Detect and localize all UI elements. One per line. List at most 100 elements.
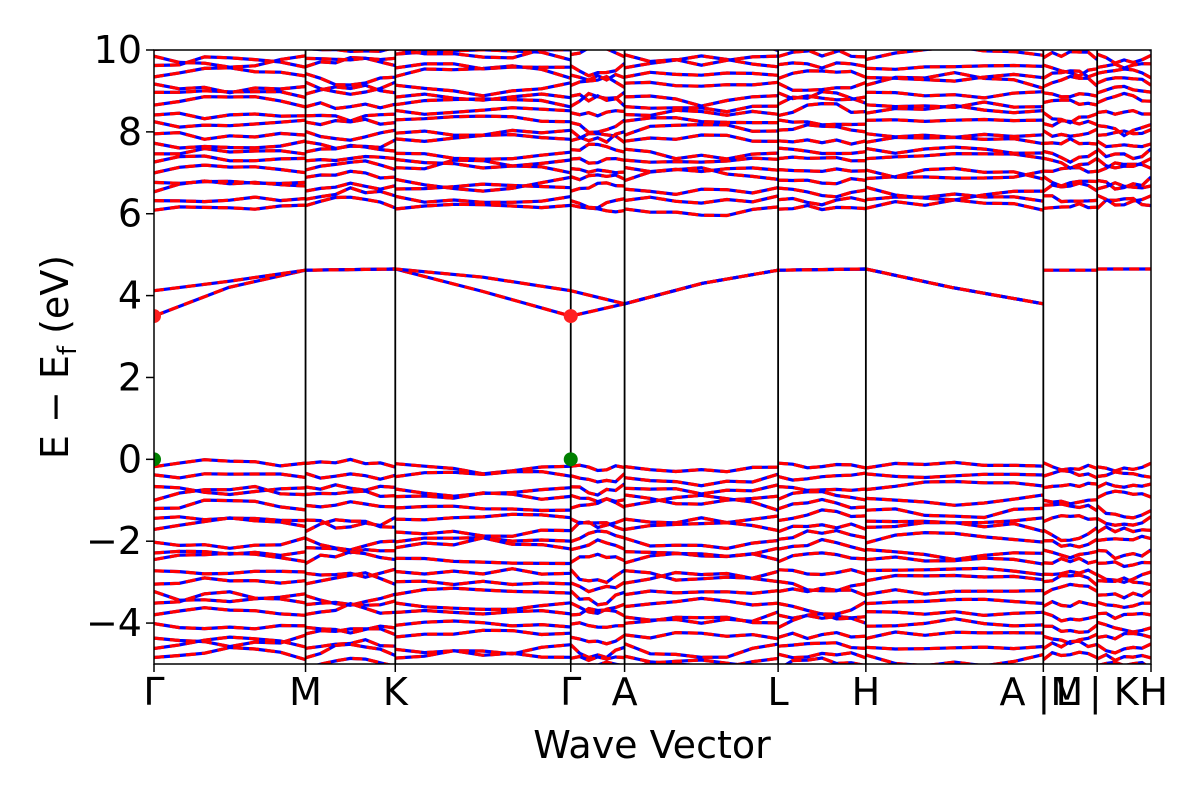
band-line-dashed-93 bbox=[569, 568, 626, 585]
band-line-dashed-4 bbox=[624, 465, 779, 474]
band-line-dashed-129 bbox=[570, 606, 626, 618]
band-line-dashed-314 bbox=[1096, 67, 1151, 80]
band-line-dashed-176 bbox=[784, 656, 866, 664]
band-line-dashed-210 bbox=[570, 173, 626, 182]
band-line-dashed-264 bbox=[570, 118, 626, 135]
band-line-solid-194 bbox=[777, 196, 867, 207]
band-line-dashed-219 bbox=[570, 167, 625, 175]
band-line-dashed-148 bbox=[624, 630, 779, 641]
band-line-dashed-230 bbox=[777, 155, 866, 163]
band-line-dashed-5 bbox=[777, 461, 867, 470]
y-axis-label-subscript: f bbox=[53, 345, 83, 355]
band-line-dashed-254 bbox=[395, 128, 571, 137]
band-line-solid-98 bbox=[1096, 570, 1151, 584]
band-line-dashed-38 bbox=[395, 504, 571, 513]
band-line-solid-113 bbox=[777, 586, 867, 598]
band-line-dashed-48 bbox=[569, 517, 626, 530]
band-line-dashed-186 bbox=[865, 198, 1044, 212]
x-tick-label-6: H bbox=[852, 670, 881, 714]
band-line-dashed-99 bbox=[154, 576, 306, 586]
band-line-dashed-227 bbox=[395, 157, 571, 170]
band-line-solid-163 bbox=[305, 642, 396, 660]
x-tick-label-2: K bbox=[383, 670, 409, 714]
band-line-dashed-310 bbox=[624, 70, 779, 79]
band-line-dashed-274 bbox=[624, 108, 779, 118]
band-line-dashed-67 bbox=[624, 536, 779, 551]
marker-vbm-2 bbox=[154, 452, 161, 467]
band-line-dashed-44 bbox=[1096, 504, 1151, 520]
band-line-dashed-101 bbox=[395, 579, 571, 587]
band-line-dashed-215 bbox=[1096, 175, 1151, 191]
band-line-dashed-128 bbox=[395, 608, 571, 616]
band-line-dashed-79 bbox=[1042, 548, 1098, 560]
y-axis-ticks: −4 −2 0 2 4 6 8 10 bbox=[86, 28, 154, 645]
band-line-dashed-327 bbox=[570, 50, 626, 59]
band-line-dashed-119 bbox=[395, 601, 571, 611]
y-axis-label-unit: (eV) bbox=[33, 255, 77, 346]
y-tick-label-7: 10 bbox=[94, 28, 142, 72]
band-line-dashed-143 bbox=[1096, 620, 1151, 634]
band-line-dashed-156 bbox=[569, 643, 626, 660]
band-line-dashed-159 bbox=[865, 644, 1044, 651]
band-line-solid-91 bbox=[305, 567, 396, 579]
y-axis-label-main: E − E bbox=[33, 355, 77, 459]
band-line-dashed-324 bbox=[154, 54, 306, 69]
band-line-dashed-137 bbox=[395, 619, 571, 629]
band-line-dashed-229 bbox=[624, 156, 779, 164]
band-line-dashed-71 bbox=[1097, 534, 1151, 543]
band-line-dashed-11 bbox=[395, 469, 571, 479]
band-line-solid-50 bbox=[777, 508, 866, 523]
band-line-dashed-319 bbox=[624, 54, 779, 70]
band-line-dashed-331 bbox=[1042, 50, 1099, 61]
band-line-dashed-232 bbox=[1042, 156, 1099, 170]
y-tick-label-4: 4 bbox=[118, 274, 142, 318]
band-line-dashed-132 bbox=[865, 609, 1044, 618]
band-line-solid-149 bbox=[777, 630, 866, 641]
band-line-dashed-22 bbox=[624, 483, 779, 496]
x-tick-label-3: Γ bbox=[560, 670, 581, 714]
band-line-dashed-165 bbox=[570, 654, 625, 663]
band-line-dashed-103 bbox=[624, 570, 779, 585]
band-line-dashed-23 bbox=[778, 485, 867, 493]
band-line-dashed-54 bbox=[154, 516, 306, 531]
band-line-dashed-107 bbox=[1097, 576, 1151, 587]
band-line-dashed-312 bbox=[865, 72, 1044, 83]
band-line-dashed-270 bbox=[154, 111, 306, 121]
y-tick-label-5: 6 bbox=[118, 192, 142, 236]
band-line-dashed-152 bbox=[1096, 631, 1151, 641]
band-line-dashed-42 bbox=[865, 506, 1044, 520]
band-line-dashed-321 bbox=[865, 63, 1044, 71]
band-line-dashed-290 bbox=[395, 92, 571, 102]
band-line-dashed-286 bbox=[1042, 98, 1098, 107]
band-line-solid-280 bbox=[305, 101, 396, 111]
band-line-dashed-25 bbox=[1043, 481, 1098, 490]
band-line-dashed-57 bbox=[569, 520, 626, 533]
band-line-solid-28 bbox=[305, 489, 396, 499]
band-line-dashed-110 bbox=[395, 586, 571, 597]
band-line-dashed-211 bbox=[624, 166, 779, 183]
band-line-dashed-225 bbox=[154, 154, 306, 164]
band-line-dashed-279 bbox=[154, 95, 306, 109]
band-line-solid-259 bbox=[1042, 127, 1098, 138]
band-line-dashed-55 bbox=[304, 518, 396, 534]
band-line-dashed-276 bbox=[865, 103, 1044, 115]
band-line-dashed-146 bbox=[395, 628, 571, 639]
band-line-dashed-187 bbox=[1043, 201, 1098, 210]
band-line-dashed-45 bbox=[154, 515, 306, 523]
band-line-dashed-192 bbox=[570, 197, 625, 210]
band-line-dashed-36 bbox=[154, 498, 306, 512]
band-line-solid-329 bbox=[777, 50, 866, 59]
band-line-dashed-30 bbox=[570, 493, 625, 504]
band-line-dashed-323 bbox=[1096, 62, 1151, 70]
band-line-dashed-88 bbox=[1043, 556, 1098, 565]
y-tick-label-3: 2 bbox=[118, 355, 142, 399]
band-line-dashed-261 bbox=[154, 118, 306, 129]
band-line-solid-185 bbox=[778, 203, 866, 212]
band-line-dashed-252 bbox=[154, 130, 306, 141]
band-line-dashed-144 bbox=[154, 633, 306, 649]
band-line-dashed-155 bbox=[395, 643, 571, 656]
band-line-dashed-196 bbox=[1043, 194, 1098, 204]
band-line-solid-248 bbox=[777, 138, 867, 146]
band-line-dashed-188 bbox=[1096, 196, 1151, 210]
